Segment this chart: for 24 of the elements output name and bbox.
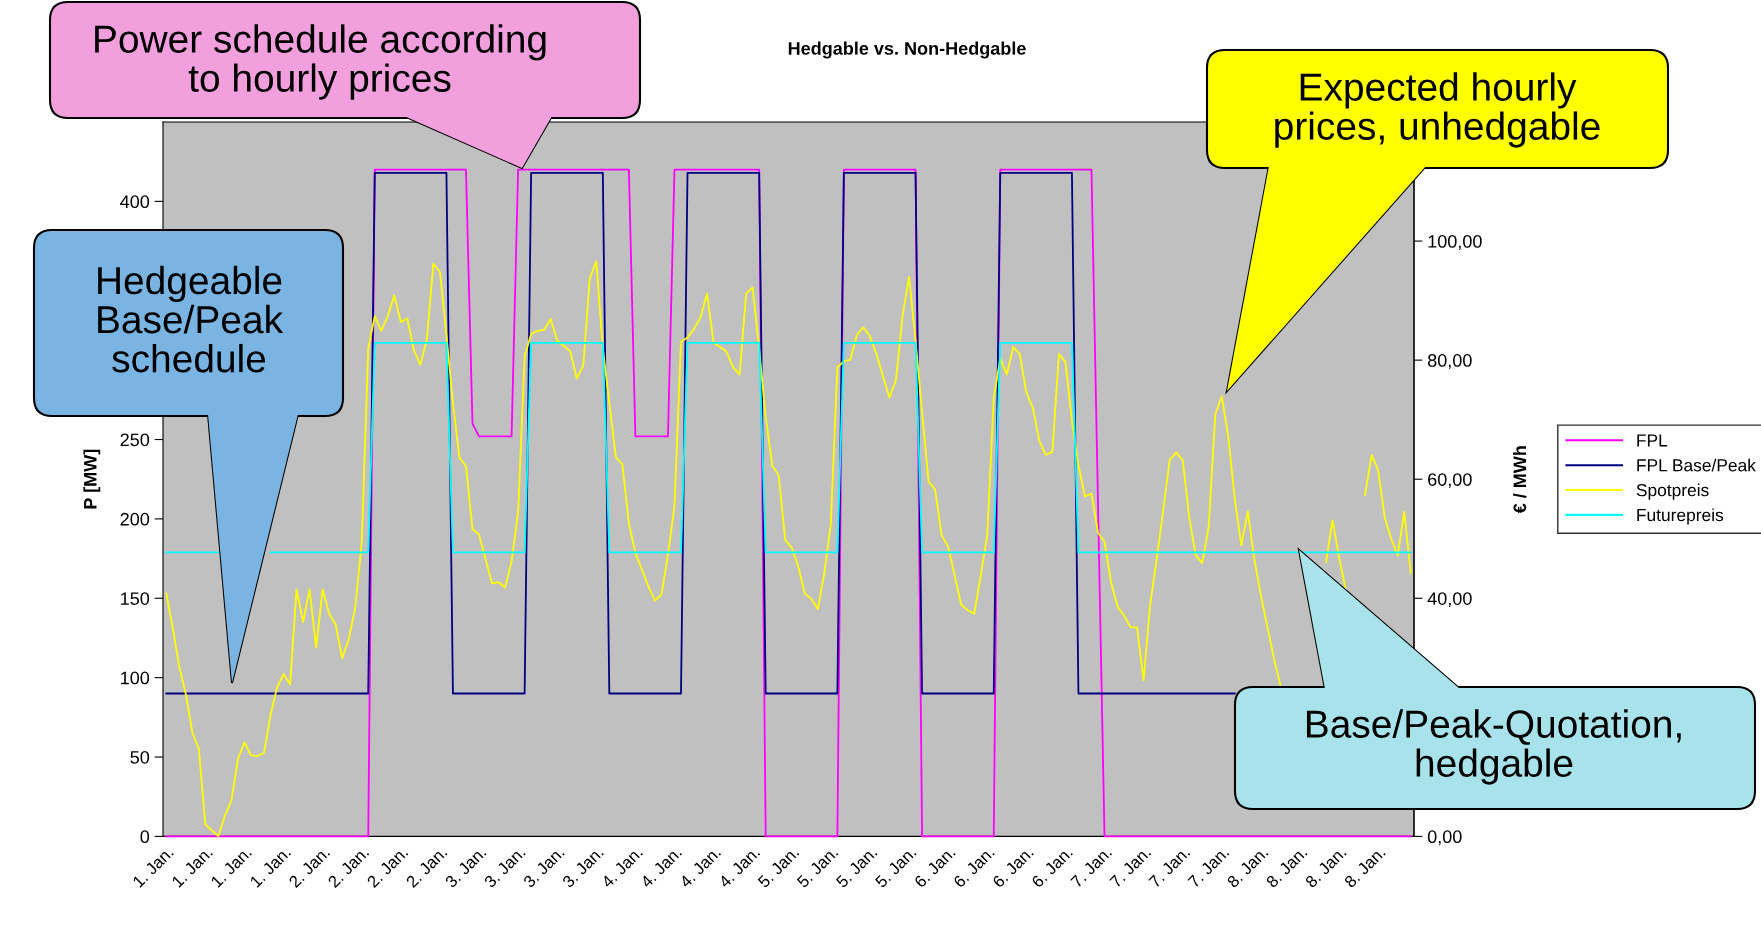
y-tick-label: 400 [120,195,150,209]
annotation: Expected hourly prices, unhedgable [1275,72,1600,148]
y2-tick-label: 80,00 [1427,354,1472,369]
y-axis-title: P [MW] [83,449,101,509]
y2-axis-title: € / MWh [1512,446,1527,514]
legend-label: Spotpreis [1636,483,1709,500]
legend-label: FPL Base/Peak [1637,458,1756,472]
y-tick-label: 150 [121,592,150,605]
legend-label: Futurepreis [1637,508,1724,525]
text: Power schedule according to hourly prices [95,24,546,100]
y-tick-label: 250 [120,433,150,447]
y2-tick-label: 0,00 [1427,830,1462,846]
y-tick-label: 50 [130,750,150,764]
annotation: Base/Peak-Quotation, hedgable [1306,709,1681,785]
chart-title: Hedgable vs. Non-Hedgable [788,41,1026,59]
y2-tick-label: 40,00 [1427,592,1472,608]
x-tick-label: 1. Jan. [132,846,174,888]
annotation: Hedgeable Base/Peak schedule [98,265,284,373]
y-tick-label: 0 [140,830,150,844]
y-tick-label: 100 [121,671,150,685]
legend-label: FPL [1637,434,1668,447]
y-tick-label: 200 [120,512,150,526]
y2-tick-label: 60,00 [1428,473,1472,489]
y2-tick-label: 100,00 [1428,235,1482,250]
